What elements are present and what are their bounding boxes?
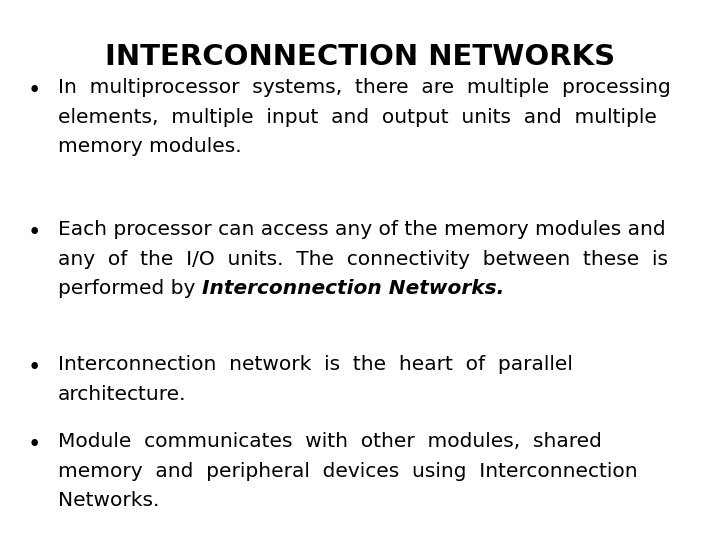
Text: •: • bbox=[28, 79, 41, 103]
Text: performed by: performed by bbox=[58, 280, 202, 299]
Text: Interconnection Networks.: Interconnection Networks. bbox=[202, 280, 504, 299]
Text: Interconnection  network  is  the  heart  of  parallel: Interconnection network is the heart of … bbox=[58, 355, 573, 374]
Text: any  of  the  I/O  units.  The  connectivity  between  these  is: any of the I/O units. The connectivity b… bbox=[58, 249, 668, 269]
Text: INTERCONNECTION NETWORKS: INTERCONNECTION NETWORKS bbox=[105, 43, 615, 71]
Text: •: • bbox=[28, 356, 41, 380]
Text: memory  and  peripheral  devices  using  Interconnection: memory and peripheral devices using Inte… bbox=[58, 462, 638, 481]
Text: memory modules.: memory modules. bbox=[58, 138, 242, 157]
Text: elements,  multiple  input  and  output  units  and  multiple: elements, multiple input and output unit… bbox=[58, 107, 657, 127]
Text: •: • bbox=[28, 221, 41, 245]
Text: Each processor can access any of the memory modules and: Each processor can access any of the mem… bbox=[58, 220, 665, 239]
Text: In  multiprocessor  systems,  there  are  multiple  processing: In multiprocessor systems, there are mul… bbox=[58, 78, 671, 97]
Text: Module  communicates  with  other  modules,  shared: Module communicates with other modules, … bbox=[58, 432, 602, 451]
Text: Networks.: Networks. bbox=[58, 491, 159, 510]
Text: •: • bbox=[28, 434, 41, 456]
Text: architecture.: architecture. bbox=[58, 384, 186, 404]
